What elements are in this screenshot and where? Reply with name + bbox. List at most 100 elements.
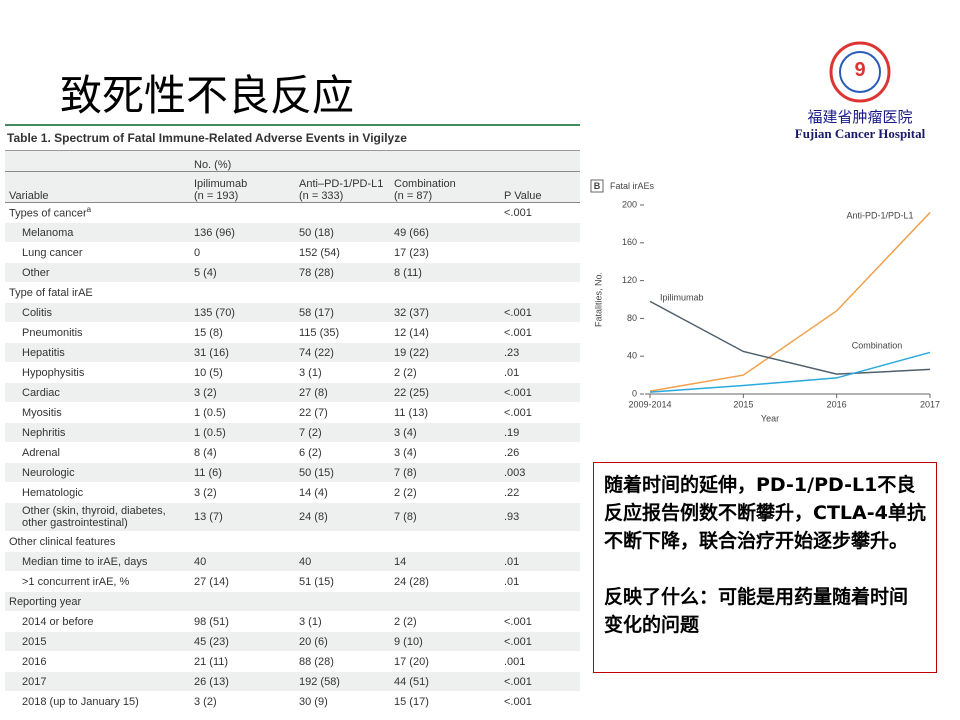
cell: 12 (14) (390, 322, 500, 343)
cell: 15 (8) (190, 322, 295, 343)
p-value (500, 591, 580, 612)
column-header: Variable (5, 171, 190, 203)
column-header-line: Variable (9, 190, 49, 202)
section-row: Reporting year (5, 591, 580, 612)
cell: 2 (2) (390, 611, 500, 632)
cell: 45 (23) (190, 631, 295, 652)
column-header-line: (n = 87) (394, 190, 433, 202)
cell: 50 (18) (295, 222, 390, 243)
row-label: 2017 (5, 671, 190, 692)
panel-letter: B (594, 181, 601, 191)
cell: 135 (70) (190, 302, 295, 323)
cell: 3 (2) (190, 382, 295, 403)
cell: <.001 (500, 631, 580, 652)
y-tick-label: 200 (622, 199, 637, 209)
group-header-row: No. (%) (5, 151, 580, 172)
p-value (500, 282, 580, 303)
data-row: Other 5 (4) 78 (28) 8 (11) (5, 262, 580, 283)
row-label: Melanoma (5, 222, 190, 243)
panel-box (590, 179, 604, 193)
section-label: Type of fatal irAE (9, 286, 93, 299)
cell: 44 (51) (390, 671, 500, 692)
data-row: 2014 or before 98 (51) 3 (1) 2 (2) <.001 (5, 611, 580, 632)
logo-emblem: 9 (829, 41, 891, 103)
section-row: Other clinical features (5, 531, 580, 552)
column-header: Ipilimumab (n = 193) (190, 171, 295, 203)
column-header-line: (n = 193) (194, 190, 239, 202)
cell: 13 (7) (190, 502, 295, 532)
data-row: Cardiac 3 (2) 27 (8) 22 (25) <.001 (5, 382, 580, 403)
cell: 11 (6) (190, 462, 295, 483)
cell: 8 (4) (190, 442, 295, 463)
cell: 3 (2) (190, 482, 295, 503)
hospital-name-en: Fujian Cancer Hospital (794, 126, 926, 141)
data-row: Myositis 1 (0.5) 22 (7) 11 (13) <.001 (5, 402, 580, 423)
cell: .001 (500, 651, 580, 672)
row-label: 2014 or before (5, 611, 190, 632)
data-row: Melanoma 136 (96) 50 (18) 49 (66) (5, 222, 580, 243)
cell: 7 (2) (295, 422, 390, 443)
cell: 192 (58) (295, 671, 390, 692)
row-label: Median time to irAE, days (5, 551, 190, 572)
data-row: 2018 (up to January 15) 3 (2) 30 (9) 15 (17… (5, 691, 580, 712)
cell: .01 (500, 551, 580, 572)
column-header-line: Ipilimumab (194, 178, 248, 190)
series-label: Combination (852, 340, 903, 350)
cell: 15 (17) (390, 691, 500, 712)
section-heading: Other clinical features (5, 531, 500, 552)
cell: 31 (16) (190, 342, 295, 363)
row-label: Other (skin, thyroid, diabetes, other ga… (5, 502, 190, 532)
cell: 40 (295, 551, 390, 572)
cell: 22 (7) (295, 402, 390, 423)
data-row: Median time to irAE, days 40 40 14.01 (5, 551, 580, 572)
cell: 3 (4) (390, 442, 500, 463)
cell: 8 (11) (390, 262, 500, 283)
series-line (649, 300, 931, 375)
header-cell (5, 151, 190, 172)
cell (500, 262, 580, 283)
series-line (649, 351, 931, 393)
data-row: Hypophysitis 10 (5) 3 (1) 2 (2) .01 (5, 362, 580, 383)
series-label: Anti-PD-1/PD-L1 (846, 210, 913, 220)
section-heading: Types of cancera (5, 202, 500, 223)
row-label: Myositis (5, 402, 190, 423)
x-tick-label: 2015 (733, 399, 753, 409)
p-value: <.001 (500, 202, 580, 223)
cell: 1 (0.5) (190, 422, 295, 443)
footnote-mark: a (86, 205, 92, 215)
column-header: Combination (n = 87) (390, 171, 500, 203)
column-header-row: Variable Ipilimumab (n = 193) Anti–PD-1/PD-… (5, 171, 580, 203)
column-header-line: (n = 333) (299, 190, 344, 202)
cell: 3 (1) (295, 362, 390, 383)
row-label: >1 concurrent irAE, % (5, 571, 190, 592)
row-label: Other (5, 262, 190, 283)
cell: 49 (66) (390, 222, 500, 243)
y-tick-label: 120 (622, 275, 637, 285)
slide-title: 致死性不良反应 (60, 71, 355, 120)
y-tick-label: 80 (627, 313, 637, 323)
p-text: <.001 (504, 206, 532, 219)
column-header-line: Combination (394, 178, 456, 190)
y-tick-label: 40 (627, 351, 637, 361)
x-tick-label: 2016 (827, 399, 847, 409)
data-row: 2016 21 (11) 88 (28) 17 (20) .001 (5, 651, 580, 672)
cell: .23 (500, 342, 580, 363)
x-tick-label: 2009-2014 (628, 399, 671, 409)
row-label: 2016 (5, 651, 190, 672)
series-line (649, 212, 931, 392)
cell: 152 (54) (295, 242, 390, 263)
cell: <.001 (500, 402, 580, 423)
cell: 2 (2) (390, 362, 500, 383)
cell: 98 (51) (190, 611, 295, 632)
row-label: Neurologic (5, 462, 190, 483)
cell: .93 (500, 502, 580, 532)
cell: 40 (190, 551, 295, 572)
data-row: Neurologic 11 (6) 50 (15) 7 (8) .003 (5, 462, 580, 483)
y-tick-label: 0 (632, 388, 637, 398)
row-label: Hepatitis (5, 342, 190, 363)
cell: 21 (11) (190, 651, 295, 672)
cell: 14 (4) (295, 482, 390, 503)
cell: 2 (2) (390, 482, 500, 503)
data-row: Colitis 135 (70) 58 (17) 32 (37) <.001 (5, 302, 580, 323)
